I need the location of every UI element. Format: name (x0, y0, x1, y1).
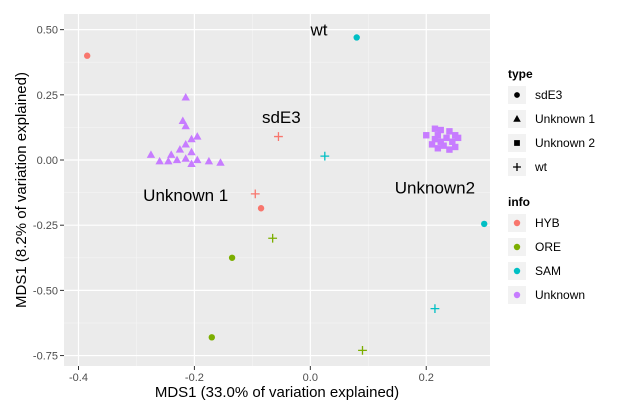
data-point (257, 205, 265, 212)
legend-title-type: type (508, 67, 533, 81)
legend-label: Unknown 1 (535, 112, 595, 126)
data-point (320, 151, 330, 161)
y-tick-label: -0.50 (33, 285, 58, 297)
x-tick-label: 0.0 (303, 372, 318, 384)
data-point (83, 52, 91, 59)
data-point (187, 159, 196, 168)
legend-symbol (514, 140, 520, 146)
data-point (358, 345, 367, 355)
y-tick-label: 0.50 (37, 25, 58, 37)
data-point (274, 132, 283, 141)
cluster-annotation: wt (310, 21, 328, 40)
data-point (181, 154, 190, 162)
data-point (440, 142, 447, 149)
x-tick-label: -0.4 (69, 372, 88, 384)
grid-lines (64, 14, 490, 366)
y-tick-label: 0.00 (37, 155, 58, 167)
legend-symbol (513, 219, 521, 227)
cluster-annotation: Unknown2 (395, 178, 475, 197)
data-point (181, 139, 190, 148)
data-point (208, 334, 215, 341)
data-point (437, 138, 444, 145)
data-point (431, 125, 439, 132)
axis-ticks: -0.4 -0.2 0.0 0.2 -0.75 -0.50 -0.25 0.00 0.25 0.5… (33, 25, 434, 384)
data-point (175, 145, 185, 153)
y-tick-label: 0.25 (37, 90, 58, 102)
data-point (146, 150, 156, 158)
x-tick-label: 0.2 (419, 372, 434, 384)
data-point (443, 134, 450, 142)
legend-label: sdE3 (535, 88, 563, 102)
x-axis-title: MDS1 (33.0% of variation explained) (155, 384, 399, 401)
data-point (164, 156, 173, 165)
y-tick-label: -0.25 (33, 220, 58, 232)
cluster-annotation: sdE3 (262, 108, 301, 127)
data-point (155, 156, 164, 165)
y-tick-label: -0.75 (33, 351, 58, 363)
data-point (481, 220, 488, 228)
data-point (193, 155, 202, 164)
data-point (437, 126, 444, 134)
legend-label: Unknown (535, 288, 585, 302)
legend-label: wt (534, 160, 548, 174)
data-point (452, 143, 459, 151)
legend-label: SAM (535, 264, 561, 278)
data-point (178, 116, 187, 124)
data-point (423, 132, 430, 139)
legend-symbol (513, 163, 521, 171)
legend-label: HYB (535, 216, 560, 230)
data-point (446, 146, 453, 153)
data-point (187, 134, 196, 143)
data-point (446, 128, 453, 135)
x-tick-label: -0.2 (185, 372, 204, 384)
cluster-annotations: wt sdE3 Unknown 1 Unknown2 (143, 21, 475, 206)
data-points (83, 34, 488, 355)
data-point (181, 121, 190, 130)
data-point (187, 147, 196, 156)
cluster-annotation: Unknown 1 (143, 186, 228, 205)
data-point (449, 138, 456, 145)
legend-symbol (514, 92, 520, 98)
data-point (167, 150, 176, 158)
data-point (250, 189, 260, 199)
data-point (268, 233, 278, 243)
data-point (216, 158, 225, 166)
legend-symbol (513, 267, 521, 275)
data-point (228, 254, 236, 261)
legend-label: ORE (535, 240, 561, 254)
data-point (193, 132, 202, 140)
data-point (434, 145, 442, 152)
data-point (431, 135, 439, 143)
legend-symbol (513, 291, 521, 299)
legend-symbol (513, 115, 521, 122)
legend-title-info: info (508, 195, 530, 209)
data-point (353, 34, 360, 41)
plot-panel (64, 14, 490, 366)
y-axis-title: MDS1 (8.2% of variation explained) (13, 72, 30, 308)
data-point (428, 141, 436, 148)
data-point (434, 132, 442, 139)
data-point (181, 93, 190, 101)
data-point (172, 155, 182, 164)
legend-symbol (513, 243, 521, 251)
data-point (204, 156, 214, 165)
data-point (430, 304, 440, 314)
legend-label: Unknown 2 (535, 136, 595, 150)
data-point (454, 134, 462, 142)
